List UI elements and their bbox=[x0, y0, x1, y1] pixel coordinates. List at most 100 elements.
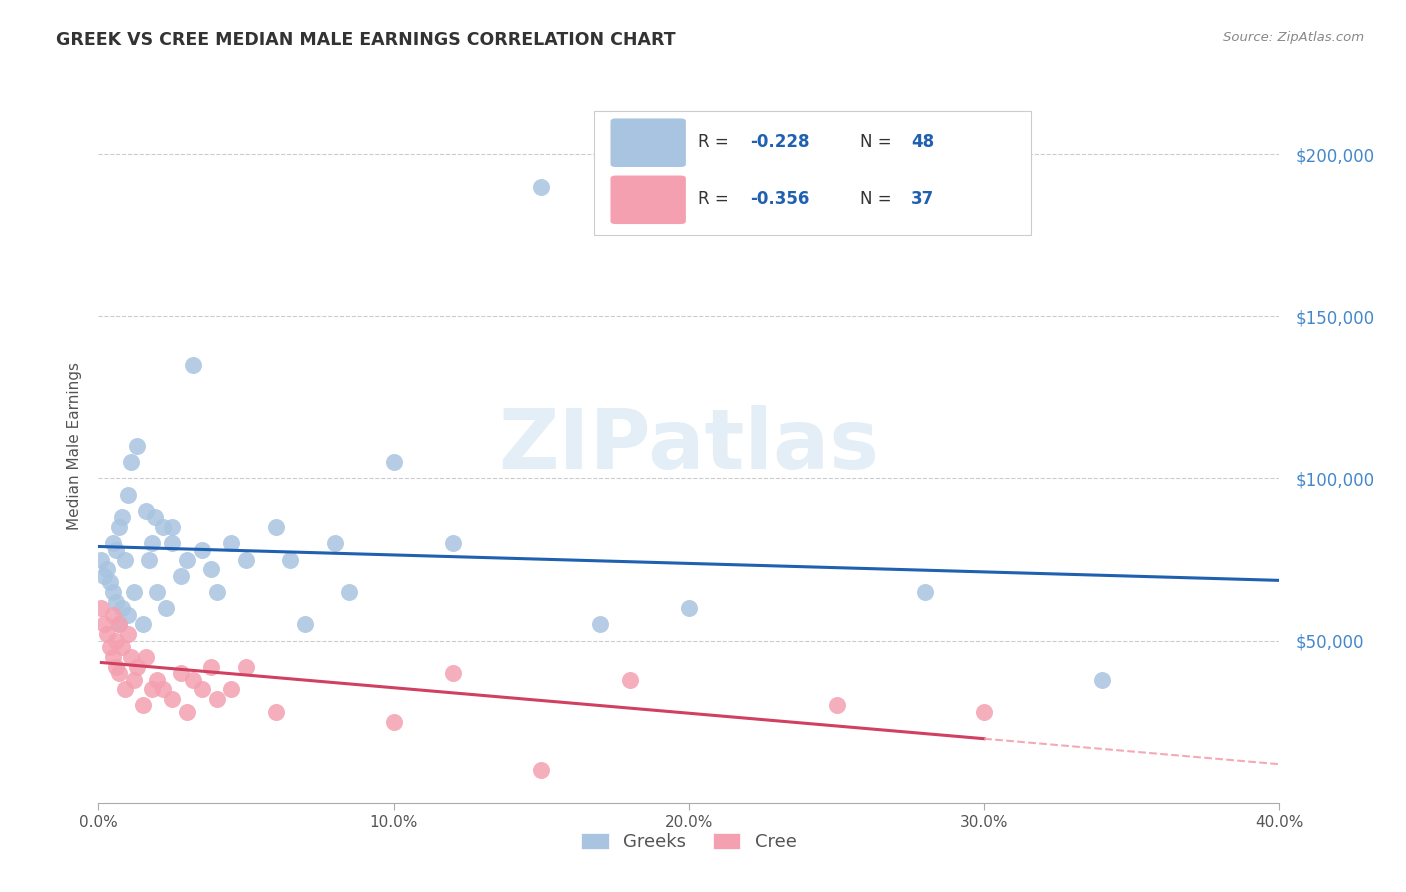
Point bbox=[382, 714, 405, 729]
Point bbox=[111, 601, 134, 615]
Point bbox=[120, 649, 142, 664]
Point bbox=[181, 673, 204, 687]
Point bbox=[90, 552, 112, 566]
Point bbox=[114, 552, 136, 566]
Point bbox=[105, 659, 128, 673]
Point bbox=[108, 617, 131, 632]
Point bbox=[221, 682, 243, 697]
Point bbox=[170, 568, 193, 582]
Text: GREEK VS CREE MEDIAN MALE EARNINGS CORRELATION CHART: GREEK VS CREE MEDIAN MALE EARNINGS CORRE… bbox=[56, 31, 676, 49]
Point bbox=[141, 536, 163, 550]
Text: R =: R = bbox=[699, 190, 734, 208]
Point bbox=[98, 575, 121, 590]
Point bbox=[98, 640, 121, 654]
Y-axis label: Median Male Earnings: Median Male Earnings bbox=[66, 362, 82, 530]
Text: -0.356: -0.356 bbox=[751, 190, 810, 208]
FancyBboxPatch shape bbox=[610, 118, 686, 168]
Point bbox=[914, 585, 936, 599]
Point bbox=[152, 682, 174, 697]
Point bbox=[103, 607, 125, 622]
Point bbox=[117, 607, 139, 622]
Point bbox=[339, 585, 361, 599]
Point bbox=[191, 682, 214, 697]
Point bbox=[162, 520, 183, 534]
Text: -0.228: -0.228 bbox=[751, 133, 810, 151]
Point bbox=[235, 659, 257, 673]
Point bbox=[122, 673, 145, 687]
Point bbox=[120, 455, 142, 469]
Text: Source: ZipAtlas.com: Source: ZipAtlas.com bbox=[1223, 31, 1364, 45]
Point bbox=[235, 552, 257, 566]
Point bbox=[96, 562, 118, 576]
Point bbox=[125, 659, 148, 673]
Point bbox=[162, 536, 183, 550]
Text: 37: 37 bbox=[911, 190, 934, 208]
Point bbox=[530, 764, 553, 778]
Point bbox=[323, 536, 346, 550]
Text: R =: R = bbox=[699, 133, 734, 151]
Point bbox=[93, 568, 115, 582]
Point bbox=[176, 552, 198, 566]
Point bbox=[441, 666, 464, 681]
Point bbox=[135, 504, 157, 518]
Point bbox=[108, 617, 131, 632]
Point bbox=[152, 520, 174, 534]
Point bbox=[221, 536, 243, 550]
Point bbox=[93, 617, 115, 632]
Point bbox=[205, 692, 228, 706]
Text: 48: 48 bbox=[911, 133, 934, 151]
Point bbox=[200, 659, 222, 673]
Point bbox=[117, 488, 139, 502]
Point bbox=[105, 542, 128, 557]
FancyBboxPatch shape bbox=[595, 111, 1032, 235]
Point bbox=[170, 666, 193, 681]
Point bbox=[1091, 673, 1114, 687]
Point bbox=[132, 698, 155, 713]
Point bbox=[294, 617, 316, 632]
Point bbox=[96, 627, 118, 641]
Point bbox=[264, 705, 287, 719]
Text: ZIPatlas: ZIPatlas bbox=[499, 406, 879, 486]
Point bbox=[973, 705, 995, 719]
Point bbox=[108, 520, 131, 534]
Point bbox=[155, 601, 177, 615]
Point bbox=[191, 542, 214, 557]
Point bbox=[825, 698, 848, 713]
Point bbox=[105, 595, 128, 609]
Point bbox=[141, 682, 163, 697]
Point bbox=[103, 585, 125, 599]
Point bbox=[132, 617, 155, 632]
Point bbox=[280, 552, 302, 566]
Point bbox=[264, 520, 287, 534]
Point bbox=[103, 536, 125, 550]
Point bbox=[143, 510, 166, 524]
Point bbox=[200, 562, 222, 576]
Point bbox=[103, 649, 125, 664]
Point bbox=[678, 601, 700, 615]
Point bbox=[441, 536, 464, 550]
Point bbox=[114, 682, 136, 697]
Point bbox=[111, 640, 134, 654]
Point bbox=[90, 601, 112, 615]
Point bbox=[589, 617, 612, 632]
Point bbox=[530, 179, 553, 194]
Point bbox=[162, 692, 183, 706]
Point bbox=[619, 673, 641, 687]
Point bbox=[146, 585, 169, 599]
Point bbox=[181, 358, 204, 372]
Point bbox=[117, 627, 139, 641]
Text: N =: N = bbox=[860, 133, 897, 151]
Point bbox=[125, 439, 148, 453]
Point bbox=[108, 666, 131, 681]
Point bbox=[105, 633, 128, 648]
Point bbox=[135, 649, 157, 664]
Point bbox=[138, 552, 160, 566]
Text: N =: N = bbox=[860, 190, 897, 208]
Point bbox=[111, 510, 134, 524]
Point bbox=[122, 585, 145, 599]
Legend: Greeks, Cree: Greeks, Cree bbox=[574, 825, 804, 858]
Point bbox=[176, 705, 198, 719]
FancyBboxPatch shape bbox=[610, 175, 686, 225]
Point bbox=[146, 673, 169, 687]
Point bbox=[205, 585, 228, 599]
